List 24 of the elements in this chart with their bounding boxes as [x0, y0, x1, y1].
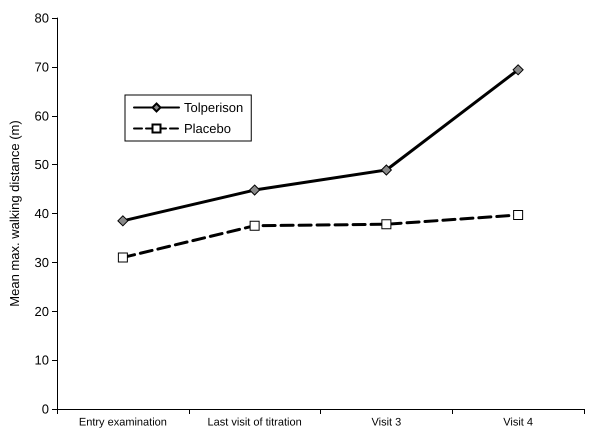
- point: [380, 164, 392, 176]
- y-tick-label: 70: [34, 59, 49, 74]
- point: [513, 210, 524, 220]
- legend-label: Tolperison: [184, 100, 244, 115]
- y-tick-label: 30: [34, 254, 49, 270]
- y-tick-label: 0: [42, 402, 49, 416]
- x-tick-label: Last visit of titration: [208, 416, 302, 428]
- y-tick-label: 10: [34, 352, 49, 368]
- x-tick-label: Entry examination: [78, 416, 167, 428]
- y-axis-title: Mean max. walking distance (m): [7, 120, 22, 307]
- point: [250, 220, 260, 231]
- y-tick-label: 20: [34, 304, 49, 319]
- point: [512, 64, 524, 76]
- point: [381, 219, 392, 230]
- point: [118, 252, 128, 262]
- x-tick-label: Visit 3: [371, 416, 402, 428]
- y-tick-label: 60: [34, 108, 49, 124]
- x-tick-label: Visit 4: [503, 416, 534, 428]
- y-tick-label: 80: [34, 10, 49, 26]
- point: [249, 184, 260, 196]
- point: [117, 215, 128, 226]
- y-tick-label: 40: [34, 206, 49, 221]
- y-tick-label: 50: [34, 157, 49, 172]
- legend-label: Placebo: [184, 121, 231, 136]
